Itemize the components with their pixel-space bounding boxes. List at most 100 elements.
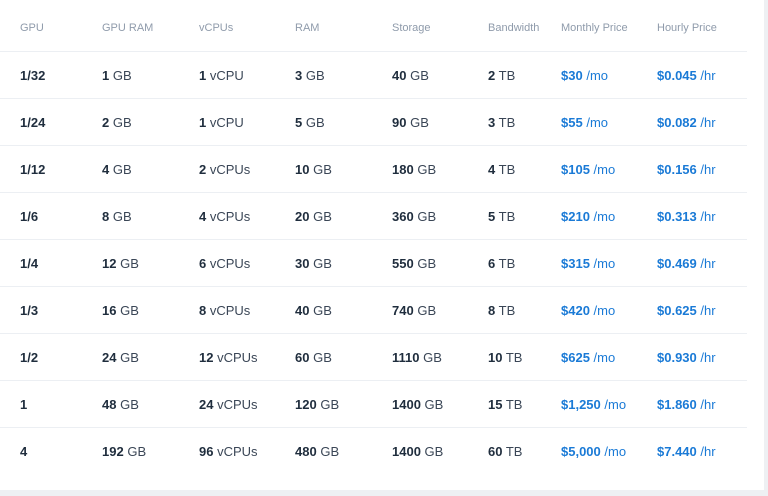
- monthly-price-cell: $625 /mo: [561, 333, 657, 381]
- gpu-ram-value: 24: [102, 349, 117, 365]
- ram-unit: GB: [313, 161, 332, 177]
- vcpus-unit: vCPU: [209, 114, 244, 130]
- gpu-ram-cell: 1 GB: [102, 51, 199, 99]
- bandwidth-cell: 6 TB: [488, 239, 561, 287]
- bandwidth-unit: TB: [498, 302, 516, 318]
- vcpus-cell: 2 vCPUs: [199, 145, 295, 193]
- gpu-ram-unit: GB: [120, 349, 139, 365]
- bandwidth-cell: 10 TB: [488, 333, 561, 381]
- ram-value: 120: [295, 396, 317, 412]
- gpu-ram-value: 4: [102, 161, 110, 177]
- hourly-price-cell: $1.860 /hr: [657, 380, 747, 428]
- ram-unit: GB: [320, 443, 340, 459]
- vcpus-unit: vCPUs: [217, 396, 258, 412]
- header-hourly-price: Hourly Price: [657, 4, 747, 52]
- gpu-cell: 1/2: [0, 333, 102, 381]
- gpu-cell: 1/4: [0, 239, 102, 287]
- bandwidth-value: 10: [488, 349, 503, 365]
- hourly-price-cell: $0.045 /hr: [657, 51, 747, 99]
- table-row: 1/4 12 GB 6 vCPUs 30 GB 550 GB 6 TB $315 /mo $0…: [0, 239, 747, 287]
- monthly-price-value: $30: [561, 67, 583, 83]
- monthly-price-unit: /mo: [593, 208, 616, 224]
- bandwidth-unit: TB: [498, 255, 516, 271]
- vcpus-cell: 24 vCPUs: [199, 380, 295, 428]
- table-row: 1/6 8 GB 4 vCPUs 20 GB 360 GB 5 TB $210 /mo $0.…: [0, 192, 747, 240]
- hourly-price-unit: /hr: [700, 114, 716, 130]
- bandwidth-value: 2: [488, 67, 496, 83]
- ram-cell: 30 GB: [295, 239, 392, 287]
- bandwidth-unit: TB: [505, 443, 523, 459]
- bandwidth-unit: TB: [498, 208, 516, 224]
- monthly-price-unit: /mo: [586, 67, 608, 83]
- table-row: 1/3 16 GB 8 vCPUs 40 GB 740 GB 8 TB $420 /mo $0…: [0, 286, 747, 334]
- gpu-ram-value: 192: [102, 443, 124, 459]
- bandwidth-cell: 15 TB: [488, 380, 561, 428]
- vcpus-cell: 1 vCPU: [199, 51, 295, 99]
- header-bandwidth: Bandwidth: [488, 4, 561, 52]
- bandwidth-value: 4: [488, 161, 496, 177]
- bandwidth-cell: 3 TB: [488, 98, 561, 146]
- monthly-price-unit: /mo: [604, 396, 627, 412]
- storage-unit: GB: [417, 208, 437, 224]
- hourly-price-cell: $0.313 /hr: [657, 192, 747, 240]
- gpu-ram-value: 12: [102, 255, 117, 271]
- hourly-price-value: $7.440: [657, 443, 697, 459]
- storage-value: 1110: [392, 349, 420, 365]
- ram-value: 40: [295, 302, 310, 318]
- vcpus-value: 4: [199, 208, 207, 224]
- gpu-ram-value: 16: [102, 302, 117, 318]
- storage-value: 360: [392, 208, 414, 224]
- storage-unit: GB: [417, 161, 437, 177]
- bandwidth-value: 60: [488, 443, 503, 459]
- storage-cell: 1400 GB: [392, 380, 488, 428]
- ram-unit: GB: [313, 208, 332, 224]
- hourly-price-value: $0.625: [657, 302, 697, 318]
- vcpus-unit: vCPUs: [217, 349, 258, 365]
- storage-cell: 1110 GB: [392, 333, 488, 381]
- hourly-price-cell: $0.156 /hr: [657, 145, 747, 193]
- table-row: 4 192 GB 96 vCPUs 480 GB 1400 GB 60 TB $5,000 …: [0, 428, 747, 475]
- table-header-row: GPU GPU RAM vCPUs RAM Storage Bandwidth …: [0, 4, 747, 52]
- ram-value: 5: [295, 114, 303, 130]
- ram-unit: GB: [320, 396, 340, 412]
- table-row: 1/12 4 GB 2 vCPUs 10 GB 180 GB 4 TB $105 /mo $0…: [0, 145, 747, 193]
- vcpus-value: 8: [199, 302, 207, 318]
- bandwidth-value: 15: [488, 396, 503, 412]
- vcpus-value: 2: [199, 161, 207, 177]
- monthly-price-value: $105: [561, 161, 590, 177]
- gpu-ram-cell: 48 GB: [102, 380, 199, 428]
- vcpus-value: 96: [199, 443, 214, 459]
- hourly-price-value: $1.860: [657, 396, 697, 412]
- header-monthly-price: Monthly Price: [561, 4, 657, 52]
- gpu-ram-cell: 12 GB: [102, 239, 199, 287]
- bandwidth-value: 6: [488, 255, 496, 271]
- storage-cell: 40 GB: [392, 51, 488, 99]
- gpu-ram-value: 48: [102, 396, 117, 412]
- monthly-price-value: $315: [561, 255, 590, 271]
- header-ram: RAM: [295, 4, 392, 52]
- vcpus-cell: 1 vCPU: [199, 98, 295, 146]
- gpu-ram-unit: GB: [127, 443, 147, 459]
- monthly-price-unit: /mo: [593, 161, 616, 177]
- monthly-price-unit: /mo: [593, 255, 616, 271]
- hourly-price-value: $0.313: [657, 208, 697, 224]
- vcpus-value: 1: [199, 114, 207, 130]
- header-gpu: GPU: [0, 4, 102, 52]
- vcpus-unit: vCPUs: [209, 302, 251, 318]
- gpu-ram-value: 2: [102, 114, 110, 130]
- bandwidth-unit: TB: [498, 67, 516, 83]
- hourly-price-unit: /hr: [700, 443, 716, 459]
- storage-cell: 740 GB: [392, 286, 488, 334]
- header-storage: Storage: [392, 4, 488, 52]
- monthly-price-unit: /mo: [604, 443, 627, 459]
- monthly-price-value: $210: [561, 208, 590, 224]
- storage-cell: 90 GB: [392, 98, 488, 146]
- vcpus-value: 6: [199, 255, 207, 271]
- storage-unit: GB: [417, 302, 437, 318]
- storage-value: 1400: [392, 443, 421, 459]
- monthly-price-cell: $1,250 /mo: [561, 380, 657, 428]
- table-row: 1/32 1 GB 1 vCPU 3 GB 40 GB 2 TB $30 /mo $0.045…: [0, 51, 747, 99]
- gpu-cell: 1/24: [0, 98, 102, 146]
- storage-unit: GB: [417, 255, 437, 271]
